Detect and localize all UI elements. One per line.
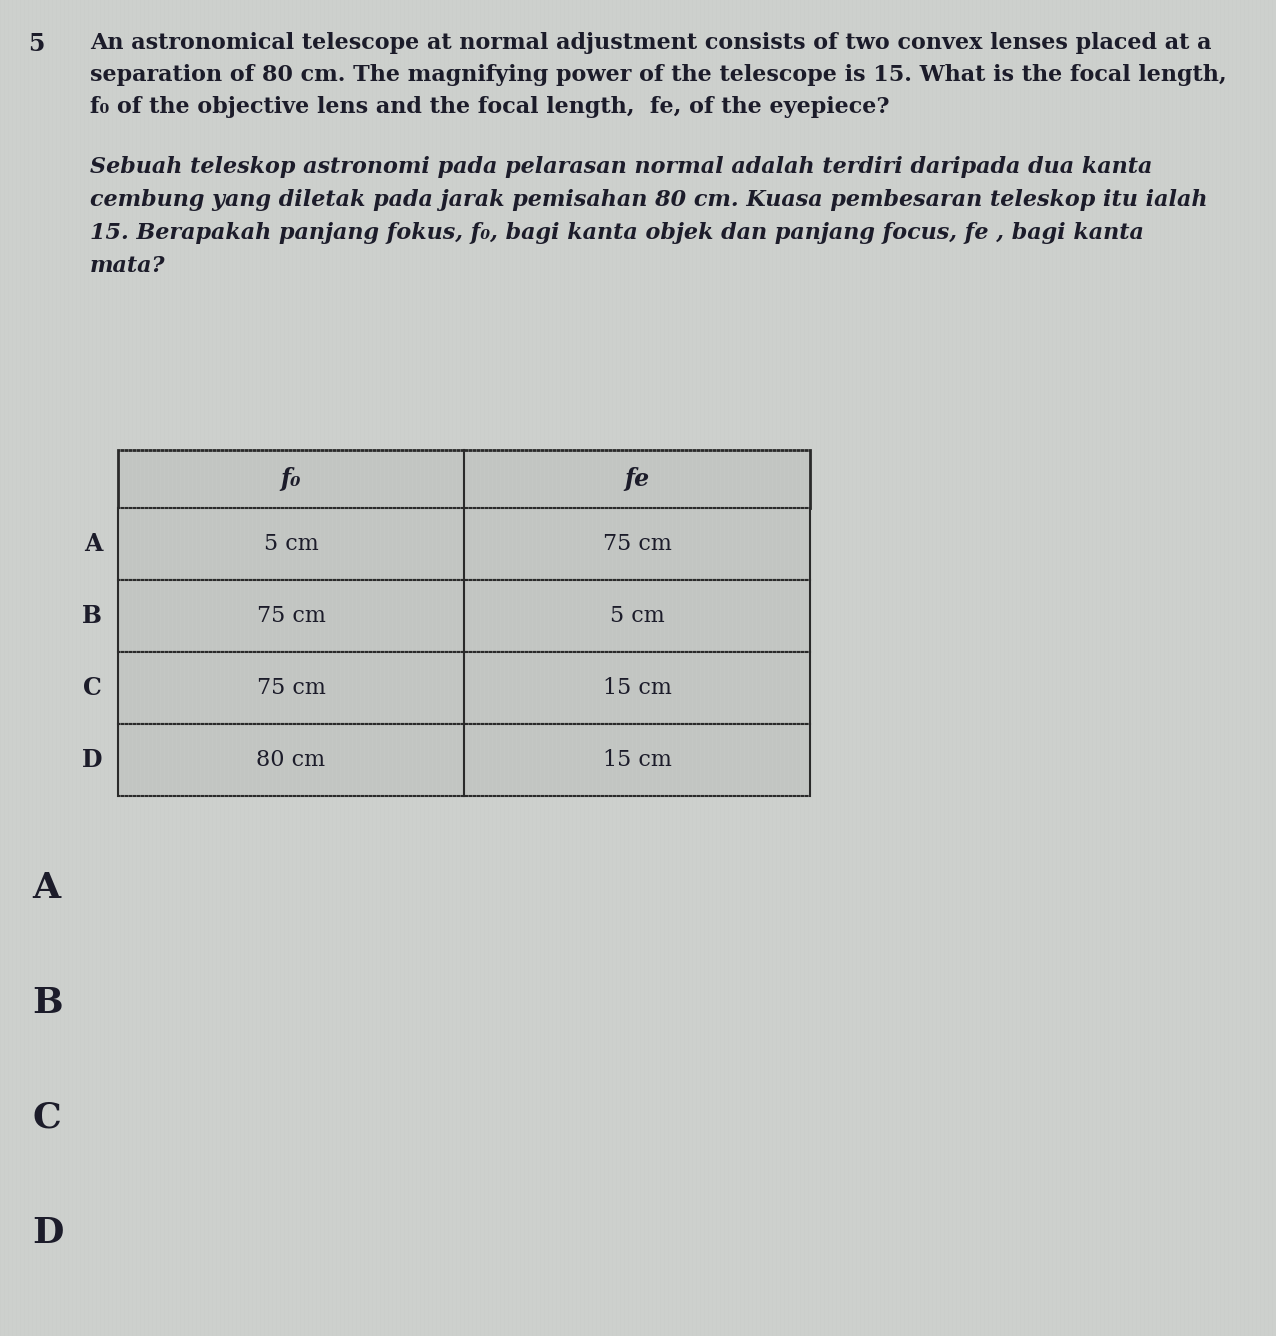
Text: fe: fe	[624, 468, 649, 492]
Text: 75 cm: 75 cm	[256, 677, 325, 699]
Text: Sebuah teleskop astronomi pada pelarasan normal adalah terdiri daripada dua kant: Sebuah teleskop astronomi pada pelarasan…	[91, 156, 1152, 178]
Text: 5 cm: 5 cm	[610, 605, 665, 627]
Bar	[117, 652, 810, 724]
Text: separation of 80 cm. The magnifying power of the telescope is 15. What is the fo: separation of 80 cm. The magnifying powe…	[91, 64, 1226, 86]
Text: 15 cm: 15 cm	[602, 677, 671, 699]
Text: 75 cm: 75 cm	[256, 605, 325, 627]
Text: B: B	[32, 986, 63, 1019]
Bar	[117, 508, 810, 580]
Text: f₀ of the objective lens and the focal length,  fe, of the eyepiece?: f₀ of the objective lens and the focal l…	[91, 96, 889, 118]
Text: A: A	[84, 532, 102, 556]
Text: C: C	[32, 1101, 61, 1136]
Text: C: C	[83, 676, 102, 700]
Text: 5: 5	[28, 32, 45, 56]
Text: f₀: f₀	[281, 468, 301, 492]
Text: 15 cm: 15 cm	[602, 749, 671, 771]
Text: cembung yang diletak pada jarak pemisahan 80 cm. Kuasa pembesaran teleskop itu i: cembung yang diletak pada jarak pemisaha…	[91, 188, 1207, 211]
Text: 80 cm: 80 cm	[256, 749, 325, 771]
Text: A: A	[32, 871, 60, 904]
Text: D: D	[82, 748, 102, 772]
Text: D: D	[32, 1216, 64, 1250]
Text: An astronomical telescope at normal adjustment consists of two convex lenses pla: An astronomical telescope at normal adju…	[91, 32, 1211, 53]
Text: 15. Berapakah panjang fokus, f₀, bagi kanta objek dan panjang focus, fe , bagi k: 15. Berapakah panjang fokus, f₀, bagi ka…	[91, 222, 1143, 244]
Text: 75 cm: 75 cm	[602, 533, 671, 554]
Bar	[117, 580, 810, 652]
Bar	[117, 450, 810, 508]
Text: 5 cm: 5 cm	[264, 533, 319, 554]
Bar	[117, 724, 810, 796]
Text: mata?: mata?	[91, 255, 166, 277]
Text: B: B	[82, 604, 102, 628]
